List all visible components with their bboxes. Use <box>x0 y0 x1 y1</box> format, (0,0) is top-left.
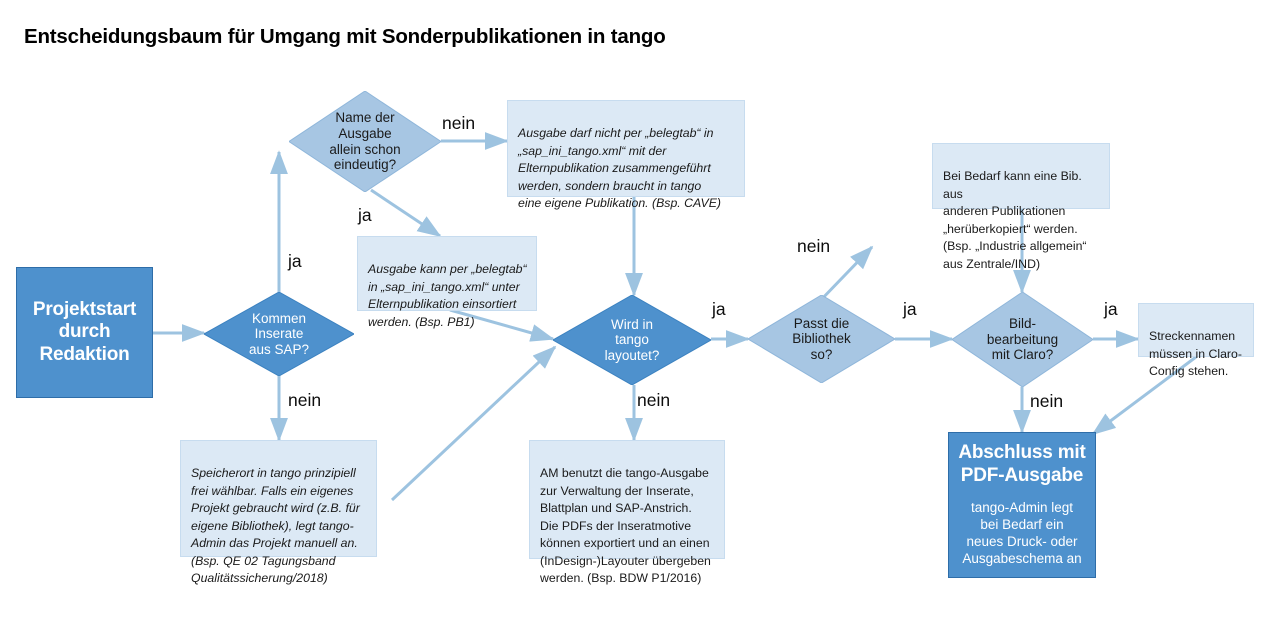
node-projektstart-label: Projektstart durch Redaktion <box>32 298 137 365</box>
edge-label-bib-ja: ja <box>903 299 917 319</box>
edge-label-layout-nein: nein <box>637 390 671 410</box>
diamond-shape <box>952 292 1093 387</box>
node-decision-sap-label: Kommen Inserate aus SAP? <box>248 310 310 357</box>
node-decision-name[interactable]: Name der Ausgabe allein schon eindeutig? <box>289 91 441 192</box>
node-decision-sap[interactable]: Kommen Inserate aus SAP? <box>204 292 354 376</box>
note-am-inserate-text: AM benutzt die tango-Ausgabe zur Verwalt… <box>540 466 711 586</box>
node-decision-layout-label: Wird in tango layoutet? <box>604 316 660 363</box>
node-abschluss-subtitle: tango-Admin legt bei Bedarf ein neues Dr… <box>962 500 1082 566</box>
note-bibliothek-kopieren-text: Bei Bedarf kann eine Bib. aus anderen Pu… <box>943 169 1087 271</box>
note-pb1-text: Ausgabe kann per „belegtab“ in „sap_ini_… <box>368 262 527 329</box>
edge-label-sap-nein: nein <box>288 390 322 410</box>
edge-name-ja-to-pb1 <box>370 188 442 238</box>
note-streckennamen-text: Streckennamen müssen in Claro- Config st… <box>1149 329 1242 379</box>
diamond-shape <box>289 91 441 192</box>
edge-label-name-ja: ja <box>358 205 372 225</box>
diamond-shape <box>204 292 354 376</box>
note-bibliothek-kopieren[interactable]: Bei Bedarf kann eine Bib. aus anderen Pu… <box>932 143 1110 271</box>
node-decision-layout[interactable]: Wird in tango layoutet? <box>553 295 711 385</box>
node-decision-claro-label: Bild- bearbeitung mit Claro? <box>986 316 1059 363</box>
node-abschluss[interactable]: Abschluss mit PDF-Ausgabe tango-Admin le… <box>948 432 1096 578</box>
note-pb1[interactable]: Ausgabe kann per „belegtab“ in „sap_ini_… <box>357 236 537 329</box>
note-cave-text: Ausgabe darf nicht per „belegtab“ in „sa… <box>518 126 722 211</box>
edge-label-claro-nein: nein <box>1030 391 1064 411</box>
node-decision-claro[interactable]: Bild- bearbeitung mit Claro? <box>952 292 1093 387</box>
edge-label-claro-ja: ja <box>1104 299 1118 319</box>
edge-label-bib-nein: nein <box>797 236 831 256</box>
node-decision-bibliothek-label: Passt die Bibliothek so? <box>792 315 851 362</box>
note-speicherort[interactable]: Speicherort in tango prinzipiell frei wä… <box>180 440 377 585</box>
diamond-shape <box>748 295 895 383</box>
node-decision-bibliothek[interactable]: Passt die Bibliothek so? <box>748 295 895 383</box>
node-decision-name-label: Name der Ausgabe allein schon eindeutig? <box>329 110 401 173</box>
edge-label-name-nein: nein <box>442 113 476 133</box>
note-streckennamen[interactable]: Streckennamen müssen in Claro- Config st… <box>1138 303 1254 378</box>
note-speicherort-text: Speicherort in tango prinzipiell frei wä… <box>191 466 360 586</box>
edge-label-layout-ja: ja <box>712 299 726 319</box>
note-cave[interactable]: Ausgabe darf nicht per „belegtab“ in „sa… <box>507 100 745 210</box>
edge-label-sap-ja: ja <box>288 251 302 271</box>
node-abschluss-title: Abschluss mit PDF-Ausgabe <box>958 442 1086 486</box>
diamond-shape <box>553 295 711 385</box>
note-am-inserate[interactable]: AM benutzt die tango-Ausgabe zur Verwalt… <box>529 440 725 585</box>
node-projektstart[interactable]: Projektstart durch Redaktion <box>16 267 153 398</box>
page-title: Entscheidungsbaum für Umgang mit Sonderp… <box>24 25 666 48</box>
